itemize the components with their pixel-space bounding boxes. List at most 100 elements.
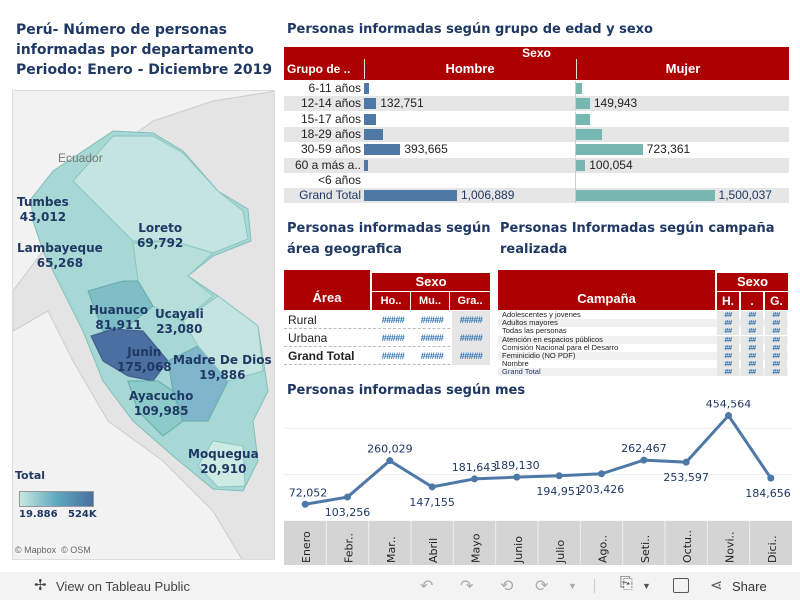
data-point[interactable] [767, 474, 775, 482]
share-button[interactable]: Share [732, 579, 767, 594]
refresh-dropdown-icon[interactable]: ▼ [568, 581, 577, 591]
data-point[interactable] [640, 456, 648, 464]
campaign-value-cell[interactable]: ## [717, 335, 739, 344]
col-m-header[interactable]: . [741, 292, 763, 310]
area-value-cell[interactable]: ##### [452, 329, 490, 347]
area-table[interactable]: Área Sexo Ho.. Mu.. Gra.. Rural ##### ####… [284, 270, 490, 366]
campaign-table[interactable]: Campaña Sexo H. . G. Adolescentes y jove… [498, 270, 788, 377]
data-point[interactable] [598, 470, 605, 478]
campaign-value-cell[interactable]: ## [717, 352, 739, 360]
download-icon[interactable]: ⎘ [620, 575, 633, 592]
table-row[interactable]: 30-59 años 393,665 723,361 [284, 142, 789, 158]
campaign-value-cell[interactable]: ## [741, 360, 763, 369]
hombre-bar[interactable] [364, 128, 383, 140]
download-dropdown-icon[interactable]: ▼ [642, 581, 651, 591]
data-point[interactable] [301, 500, 309, 508]
hombre-header[interactable]: Hombre [364, 59, 575, 79]
mujer-bar[interactable] [576, 128, 602, 140]
table-row[interactable]: 60 a más a.. 100,054 [284, 157, 789, 173]
area-header[interactable]: Área [284, 270, 370, 310]
campaign-value-cell[interactable]: ## [765, 343, 787, 352]
hombre-bar[interactable] [364, 144, 401, 156]
age-group-header[interactable]: Grupo de .. [284, 59, 363, 79]
campaign-value-cell[interactable]: ## [741, 343, 763, 352]
redo-icon[interactable]: ↷ [460, 578, 474, 595]
area-value-cell[interactable]: ##### [381, 315, 405, 325]
monthly-line-chart[interactable]: 72,052 Enero 103,256 Febr.. 260,029 Mar.. 147,… [284, 400, 792, 568]
campaign-value-cell[interactable]: ## [717, 311, 739, 319]
table-row[interactable]: 6-11 años [284, 81, 789, 96]
campaign-value-cell[interactable]: ## [765, 368, 787, 377]
hombre-bar[interactable] [364, 113, 377, 125]
mujer-header[interactable]: Mujer [576, 59, 789, 79]
table-row[interactable]: 15-17 años [284, 111, 789, 127]
table-row[interactable]: <6 años [284, 172, 789, 188]
data-point[interactable] [682, 458, 690, 466]
peru-map[interactable] [13, 91, 275, 560]
area-value-cell[interactable]: ##### [420, 333, 444, 343]
campaign-value-cell[interactable]: ## [717, 327, 739, 336]
campaign-value-cell[interactable]: ## [741, 368, 763, 377]
table-row[interactable]: 12-14 años 132,751 149,943 [284, 96, 789, 112]
area-value-cell[interactable]: ##### [381, 351, 405, 361]
share-icon[interactable]: ⋖ [710, 577, 723, 594]
table-row[interactable]: Grand Total ## ## ## [498, 368, 788, 377]
table-row[interactable]: Atención en espacios públicos ## ## ## [498, 335, 788, 344]
campaign-value-cell[interactable]: ## [717, 343, 739, 352]
table-row[interactable]: Comisión Nacional para el Desarro ## ## ## [498, 343, 788, 352]
refresh-icon[interactable]: ⟳ [535, 578, 549, 595]
table-row[interactable]: Todas las personas ## ## ## [498, 327, 788, 336]
data-point[interactable] [725, 412, 732, 420]
data-point[interactable] [428, 483, 436, 491]
view-on-tableau-link[interactable]: View on Tableau Public [56, 579, 190, 594]
table-row[interactable]: Feminicidio (NO PDF) ## ## ## [498, 352, 788, 360]
col-g-header[interactable]: G. [765, 292, 788, 310]
table-row[interactable]: Adolescentes y jovenes ## ## ## [498, 311, 788, 319]
campaign-value-cell[interactable]: ## [765, 335, 787, 344]
hombre-bar[interactable] [364, 98, 377, 110]
hombre-bar[interactable] [364, 190, 457, 202]
data-point[interactable] [344, 493, 351, 501]
data-point[interactable] [386, 457, 394, 465]
campaign-value-cell[interactable]: ## [741, 335, 763, 344]
mujer-bar[interactable] [576, 159, 586, 171]
mujer-bar[interactable] [576, 144, 643, 156]
mujer-bar[interactable] [576, 113, 590, 125]
table-row[interactable]: Rural ##### ##### ##### [284, 311, 490, 329]
table-row[interactable]: Urbana ##### ##### ##### [284, 329, 490, 347]
campaign-header[interactable]: Campaña [498, 270, 715, 310]
mujer-bar[interactable] [576, 83, 582, 94]
table-row[interactable]: Grand Total ##### ##### ##### [284, 347, 490, 365]
area-value-cell[interactable]: ##### [420, 315, 444, 325]
col-hombre-header[interactable]: Ho.. [372, 292, 410, 310]
hombre-bar[interactable] [364, 83, 370, 94]
col-h-header[interactable]: H. [717, 292, 739, 310]
data-point[interactable] [513, 473, 521, 481]
campaign-value-cell[interactable]: ## [765, 319, 787, 328]
map-panel[interactable]: Ecuador Tumbes 43,012 Loreto 69,792 Lambay… [12, 90, 275, 560]
age-sex-table[interactable]: Sexo Grupo de .. Hombre Mujer 6-11 años 1… [284, 47, 789, 204]
area-value-cell[interactable]: ##### [381, 333, 405, 343]
col-mujer-header[interactable]: Mu.. [411, 292, 449, 310]
campaign-value-cell[interactable]: ## [765, 327, 787, 336]
data-point[interactable] [471, 475, 478, 483]
data-point[interactable] [555, 472, 563, 480]
undo-icon[interactable]: ↶ [420, 578, 434, 595]
campaign-value-cell[interactable]: ## [741, 327, 763, 336]
table-row[interactable]: Adultos mayores ## ## ## [498, 319, 788, 328]
campaign-value-cell[interactable]: ## [765, 360, 787, 369]
col-total-header[interactable]: Gra.. [450, 292, 490, 310]
hombre-bar[interactable] [364, 159, 369, 171]
campaign-value-cell[interactable]: ## [741, 311, 763, 319]
campaign-value-cell[interactable]: ## [765, 352, 787, 360]
area-value-cell[interactable]: ##### [452, 347, 490, 365]
mujer-bar[interactable] [576, 98, 590, 110]
campaign-value-cell[interactable]: ## [717, 360, 739, 369]
campaign-value-cell[interactable]: ## [765, 311, 787, 319]
table-row[interactable]: 18-29 años [284, 126, 789, 142]
revert-icon[interactable]: ⟲ [500, 578, 514, 595]
area-value-cell[interactable]: ##### [452, 311, 490, 329]
campaign-value-cell[interactable]: ## [717, 319, 739, 328]
mujer-bar[interactable] [576, 190, 715, 202]
campaign-value-cell[interactable]: ## [717, 368, 739, 377]
